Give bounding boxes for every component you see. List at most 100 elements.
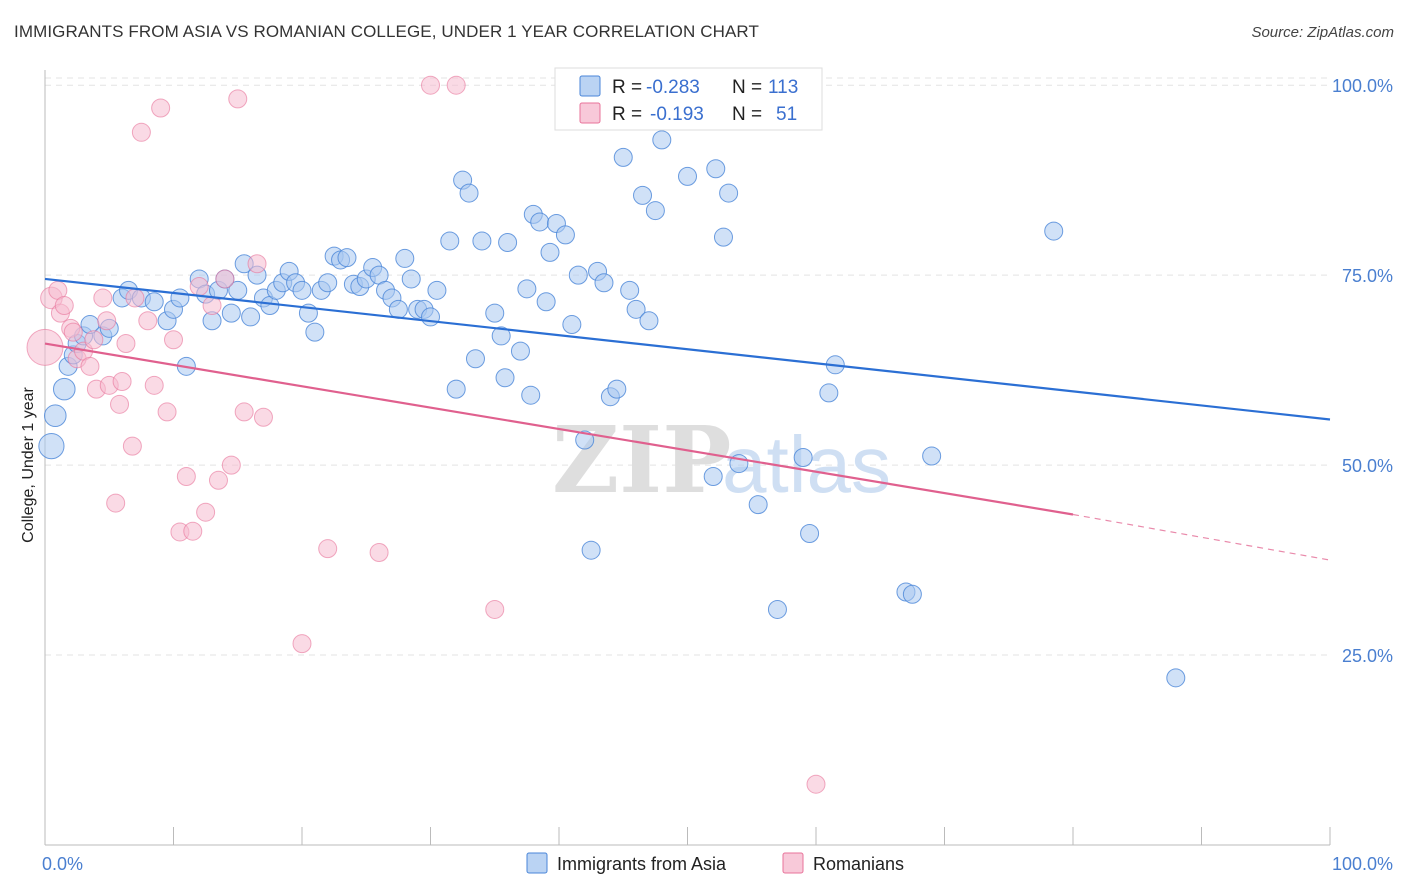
romanian-point: [485, 599, 505, 619]
asia-point: [521, 385, 541, 405]
asia-point: [221, 303, 241, 323]
asia-point: [713, 227, 733, 247]
chart-title: IMMIGRANTS FROM ASIA VS ROMANIAN COLLEGE…: [14, 22, 759, 41]
romanian-point: [446, 75, 466, 95]
asia-point: [703, 466, 723, 486]
romanian-point: [63, 322, 83, 342]
asia-point: [337, 248, 357, 268]
asia-point: [748, 495, 768, 515]
asia-point: [540, 242, 560, 262]
asia-point: [517, 279, 537, 299]
asia-point: [793, 448, 813, 467]
romanian-point: [84, 330, 104, 350]
romanian-point: [318, 539, 338, 559]
romanian-point: [93, 288, 113, 308]
x-tick-label-min: 0.0%: [42, 854, 83, 874]
grid-lines: [45, 77, 1330, 656]
asia-point: [530, 212, 550, 232]
asia-point: [1044, 221, 1064, 241]
trend-line-asia: [44, 277, 1331, 421]
legend-n-label-asia: N =: [732, 77, 762, 98]
asia-point: [575, 430, 595, 450]
asia-point: [305, 322, 325, 342]
asia-point: [613, 147, 633, 167]
bottom-legend-label-asia: Immigrants from Asia: [557, 854, 727, 874]
asia-point: [446, 379, 466, 399]
asia-point: [459, 183, 479, 203]
x-tick-labels: 0.0% 100.0%: [42, 854, 1393, 874]
romanian-point: [125, 288, 145, 308]
romanian-point: [122, 436, 142, 456]
asia-point: [581, 540, 601, 560]
asia-point: [645, 201, 665, 221]
romanian-point: [151, 98, 171, 118]
romanian-point: [234, 402, 254, 422]
romanian-point: [202, 296, 222, 316]
asia-point: [652, 130, 672, 150]
asia-point: [719, 183, 739, 203]
asia-point: [292, 280, 312, 300]
asia-point: [440, 231, 460, 251]
romanian-point: [110, 394, 130, 414]
asia-point: [495, 368, 515, 388]
romanian-point: [247, 254, 267, 274]
asia-point: [607, 379, 627, 399]
asia-point: [767, 599, 787, 619]
asia-point: [626, 299, 646, 319]
bottom-legend: Immigrants from Asia Romanians: [526, 852, 904, 874]
asia-point: [562, 315, 582, 335]
romanian-point: [215, 269, 235, 289]
legend-swatch-asia: [579, 75, 601, 97]
series-romanian-points: [26, 75, 826, 794]
romanian-point: [97, 311, 117, 331]
romanian-point: [116, 334, 136, 354]
legend-r-label-asia: R =: [612, 77, 642, 98]
legend: R = -0.283 N = 113 R = -0.193 N = 51: [554, 67, 823, 131]
y-tick-label: 100.0%: [1332, 76, 1393, 96]
asia-point: [401, 269, 421, 289]
asia-point: [902, 584, 922, 604]
asia-point: [819, 383, 839, 403]
asia-point: [620, 280, 640, 300]
asia-point: [706, 159, 726, 179]
watermark: ZIP atlas: [552, 406, 891, 514]
source-credit: Source: ZipAtlas.com: [1251, 24, 1394, 41]
romanian-point: [80, 356, 100, 376]
series-asia-points: [38, 130, 1186, 688]
romanian-point: [806, 774, 826, 794]
asia-point: [800, 523, 820, 543]
asia-point: [52, 377, 76, 401]
asia-point: [678, 166, 697, 186]
romanian-point: [26, 328, 64, 366]
legend-r-value-asia: -0.283: [646, 77, 700, 98]
bottom-legend-label-romanians: Romanians: [813, 854, 904, 874]
y-tick-label: 25.0%: [1342, 646, 1393, 666]
asia-point: [144, 292, 164, 312]
asia-point: [536, 292, 556, 312]
y-tick-label: 75.0%: [1342, 266, 1393, 286]
romanian-point: [54, 296, 74, 316]
asia-point: [421, 307, 440, 327]
romanian-point: [138, 311, 158, 331]
asia-point: [555, 225, 575, 245]
romanian-point: [176, 466, 196, 486]
romanian-point: [183, 521, 203, 541]
x-tick-label-max: 100.0%: [1332, 854, 1393, 874]
asia-point: [568, 265, 588, 285]
y-tick-label: 50.0%: [1342, 456, 1393, 476]
asia-point: [491, 326, 511, 346]
romanian-point: [196, 502, 216, 522]
asia-point: [498, 232, 518, 252]
trend-lines: [44, 277, 1331, 561]
romanian-point: [106, 493, 126, 513]
asia-point: [639, 311, 659, 331]
romanian-point: [292, 634, 312, 654]
romanian-point: [228, 89, 248, 109]
asia-point: [388, 299, 408, 319]
asia-point: [1166, 668, 1186, 688]
romanian-point: [131, 122, 151, 142]
romanian-point: [157, 402, 177, 422]
legend-r-label-romanians: R =: [612, 104, 642, 125]
bottom-legend-swatch-asia: [526, 852, 548, 874]
